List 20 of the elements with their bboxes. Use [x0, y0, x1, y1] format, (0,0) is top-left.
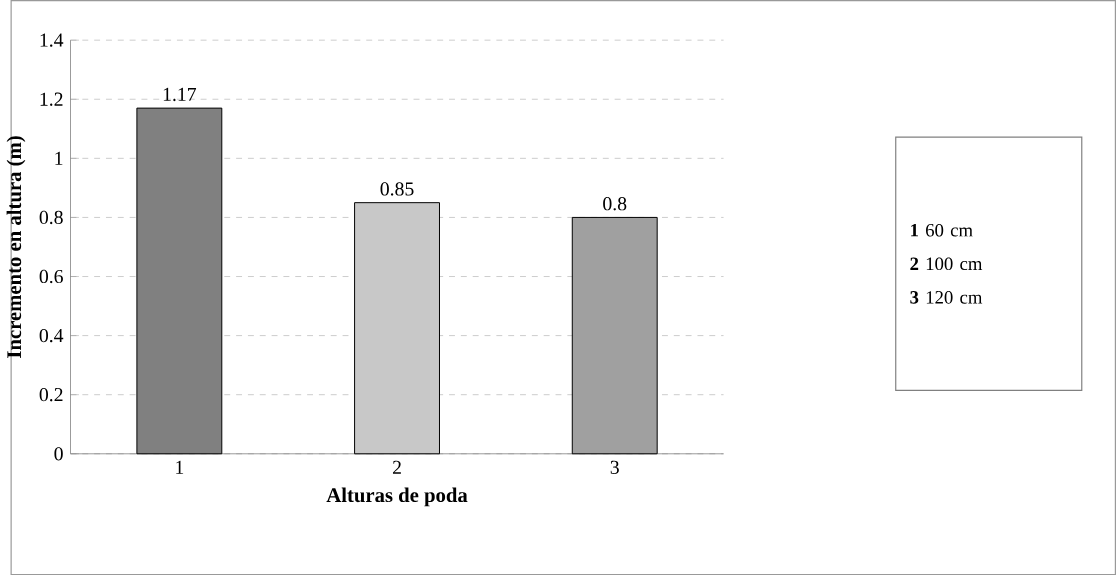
y-axis-title: Incremento en altura (m): [6, 136, 26, 358]
data-label: 0.8: [603, 197, 627, 211]
y-tick-label: 1.2: [40, 92, 63, 106]
text: 3 120 cm: [910, 290, 983, 304]
y-tick-label: 0.6: [39, 269, 63, 284]
y-tick-label: 0: [54, 447, 63, 461]
data-label: 0.85: [380, 182, 414, 196]
bar: [571, 216, 658, 455]
text: 2 100 cm: [910, 257, 983, 271]
y-tick-label: 1.4: [40, 33, 64, 47]
data-label: 1.17: [163, 87, 197, 102]
text: 1 60 cm: [911, 223, 973, 237]
x-tick-label: 3: [610, 460, 619, 474]
x-tick-label: 1: [176, 460, 184, 474]
x-axis-title: Alturas de poda: [326, 487, 468, 507]
y-tick-label: 0.8: [39, 210, 63, 225]
x-tick-label: 2: [392, 460, 401, 474]
y-tick-label: 0.4: [39, 328, 64, 343]
y-tick-label: 0.2: [39, 387, 63, 402]
y-tick-label: 1: [55, 151, 63, 165]
